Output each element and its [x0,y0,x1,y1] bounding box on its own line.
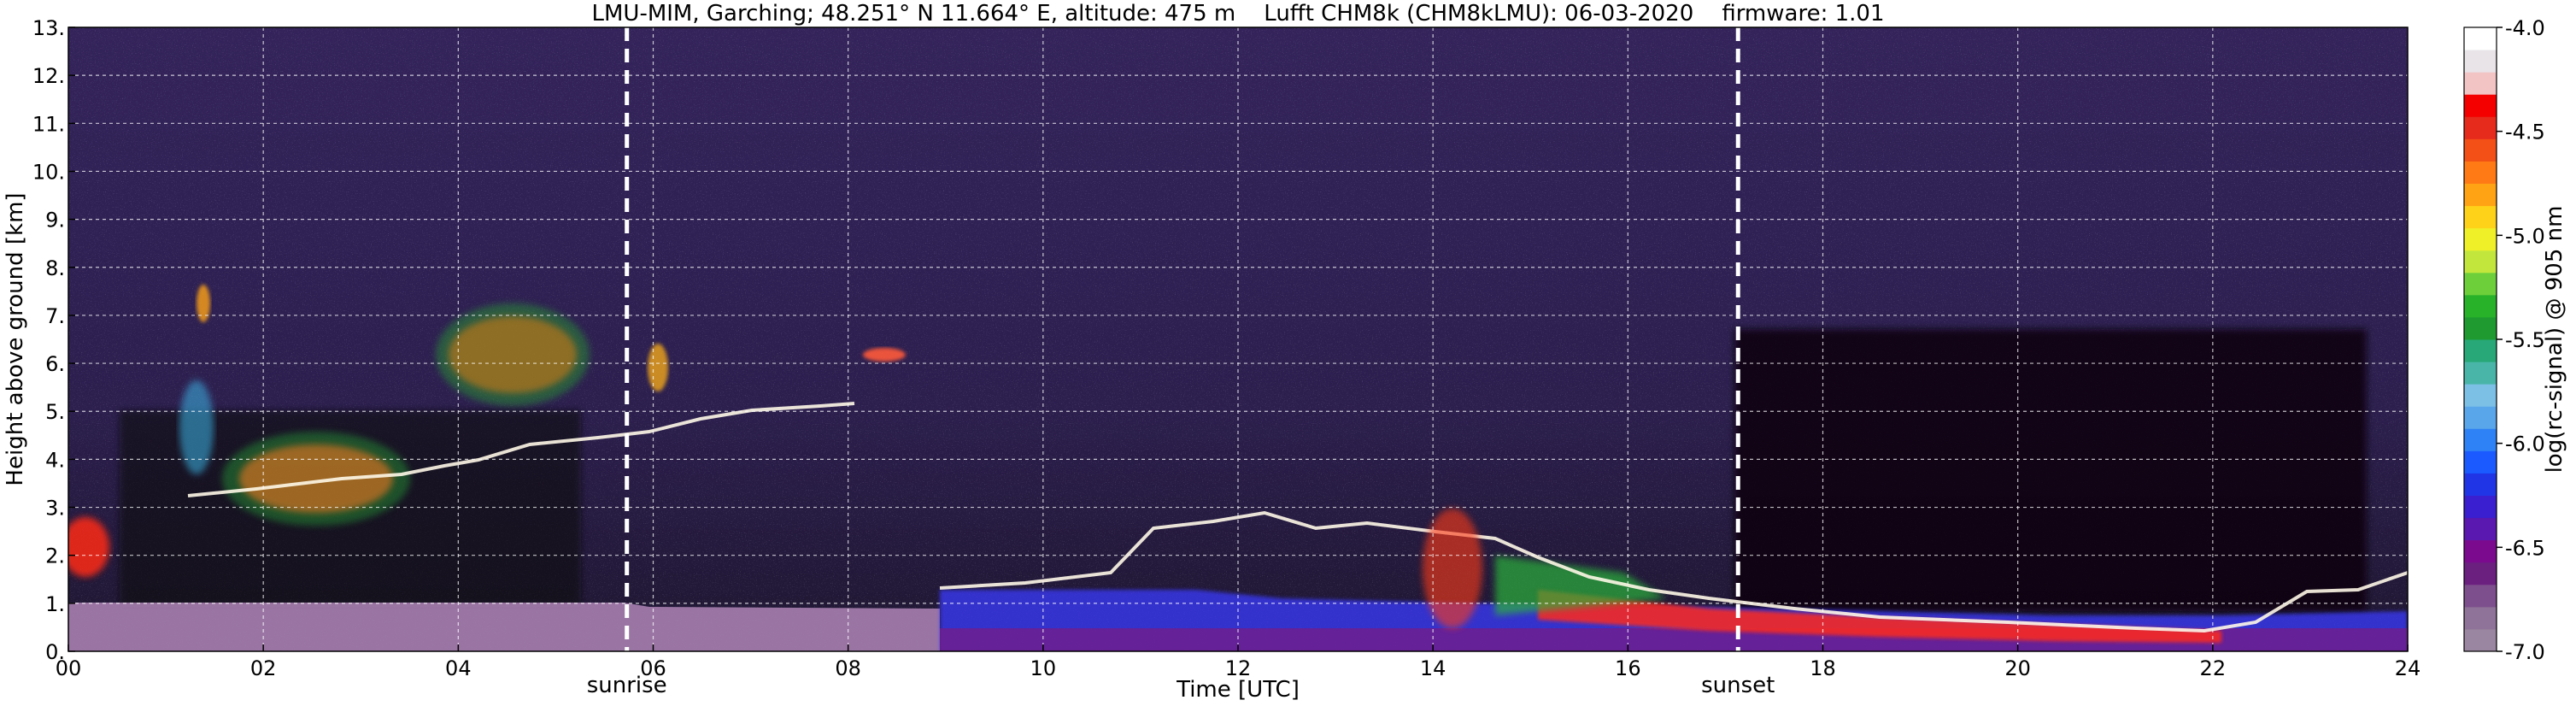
y-tick-label: 4. [45,448,65,472]
plot-area [68,27,2408,651]
colorbar-swatch [2464,138,2497,162]
cloud-0230-edge [222,432,410,526]
cloud-0830 [863,348,906,362]
colorbar-swatch [2464,205,2497,229]
y-tick-label: 2. [45,544,65,568]
colorbar-swatch [2464,384,2497,407]
cloud-0100 [179,380,214,474]
colorbar-swatch [2464,339,2497,362]
colorbar: -4.0 -4.5 -5.0 -5.5 -6.0 -6.5 -7.0 [2463,16,2545,664]
colorbar-tick-label: -4.5 [2505,121,2545,144]
colorbar-swatch [2464,428,2497,451]
colorbar-swatch [2464,72,2497,95]
colorbar-swatch [2464,94,2497,117]
colorbar-swatch [2464,362,2497,385]
y-tick-label: 9. [45,209,65,232]
colorbar-swatch [2464,450,2497,474]
x-tick-label: 14 [1420,656,1446,680]
y-tick-label: 12. [32,64,65,88]
colorbar-swatch [2464,27,2497,50]
colorbar-tick-label: -5.5 [2505,328,2545,352]
colorbar-swatch [2464,50,2497,73]
x-tick-label: 12 [1225,656,1252,680]
colorbar-tick-label: -6.5 [2505,536,2545,560]
x-tick-label: 24 [2395,656,2421,680]
colorbar-swatch [2464,227,2497,251]
evening-aerosol-layer [1538,590,2221,643]
y-tick-label: 0. [45,640,65,664]
y-tick-label: 3. [45,497,65,521]
y-tick-label: 8. [45,256,65,280]
y-tick-label: 5. [45,400,65,424]
y-axis-ticks: 0. 1. 2. 3. 4. 5. 6. 7. 8. 9. 10. 11. 12. 13. [32,16,75,664]
colorbar-swatch [2464,294,2497,318]
y-tick-label: 7. [45,304,65,328]
y-axis-label: Height above ground [km] [3,192,28,485]
boundary-layer-top [939,510,2408,633]
x-tick-label: 20 [2004,656,2031,680]
colorbar-swatch [2464,606,2497,630]
colorbar-tick-label: -4.0 [2505,16,2545,40]
colorbar-swatch [2464,272,2497,296]
cloud-early [68,517,109,577]
colorbar-tick-label: -6.0 [2505,432,2545,456]
colorbar-swatch [2464,406,2497,429]
colorbar-swatch [2464,628,2497,652]
x-tick-label: 00 [56,656,82,680]
sun-markers: sunrise sunset [587,27,1775,698]
x-tick-label: 06 [640,656,666,680]
y-tick-label: 6. [45,352,65,376]
colorbar-swatch [2464,562,2497,585]
colorbar-label: log(rc-signal) @ 905 nm [2542,206,2567,474]
colorbar-swatch [2464,473,2497,496]
colorbar-swatch [2464,116,2497,139]
y-tick-label: 11. [32,112,65,136]
x-tick-label: 10 [1030,656,1057,680]
afternoon-green-layer [1495,556,1666,615]
morning-cloud-base [187,402,855,497]
grid-lines [68,27,2408,651]
colorbar-swatch [2464,517,2497,541]
surface-aerosol-band [68,603,940,651]
colorbar-swatch [2464,183,2497,207]
colorbar-swatch [2464,495,2497,519]
colorbar-swatch [2464,539,2497,563]
x-tick-label: 02 [250,656,277,680]
colorbar-swatch [2464,161,2497,184]
x-tick-label: 22 [2200,656,2227,680]
x-tick-label: 08 [835,656,861,680]
colorbar-swatch [2464,250,2497,274]
colorbar-swatch [2464,584,2497,608]
y-tick-label: 1. [45,592,65,616]
chart-title: LMU-MIM, Garching; 48.251° N 11.664° E, … [592,1,1885,26]
colorbar-tick-label: -5.0 [2505,224,2545,248]
y-tick-label: 10. [32,160,65,184]
x-axis-ticks: 00 02 04 06 08 10 12 14 16 18 20 22 24 [56,644,2421,680]
cloud-1430 [1423,509,1482,628]
x-tick-label: 18 [1810,656,1836,680]
x-tick-label: 16 [1615,656,1641,680]
colorbar-tick-label: -7.0 [2505,640,2545,664]
sun-marker-label: sunrise [587,673,667,698]
cloud-0600 [648,344,668,391]
y-tick-label: 13. [32,16,65,40]
x-tick-label: 04 [445,656,472,680]
night-dark-region [1734,329,2367,611]
cloud-0400-edge [436,303,590,406]
sun-marker-label: sunset [1701,673,1775,698]
colorbar-swatch [2464,316,2497,340]
cloud-0115 [197,285,210,322]
x-axis-label: Time [UTC] [1176,677,1300,703]
